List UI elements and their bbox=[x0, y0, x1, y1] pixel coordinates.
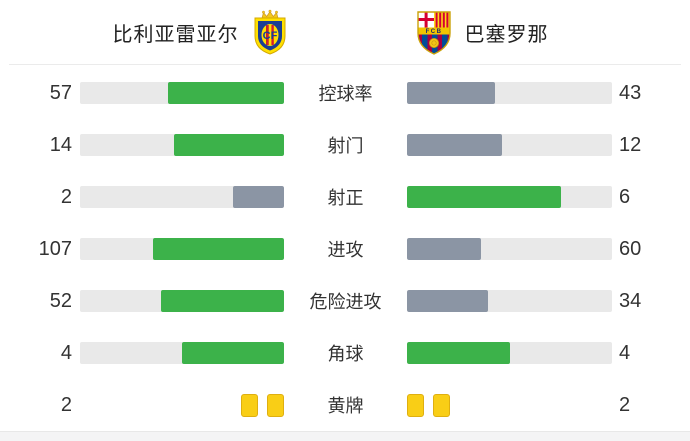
home-yellow-cards bbox=[80, 393, 284, 417]
away-bar-fill bbox=[407, 290, 488, 312]
header-divider bbox=[9, 64, 681, 65]
home-stat-bar bbox=[80, 342, 284, 364]
away-stat-bar bbox=[407, 82, 612, 104]
away-value: 12 bbox=[619, 133, 642, 156]
svg-text:CF: CF bbox=[262, 30, 277, 42]
stat-label: 射门 bbox=[327, 136, 364, 156]
stat-row-危险进攻: 52 危险进攻 34 bbox=[0, 275, 690, 327]
home-stat-bar bbox=[80, 290, 284, 312]
stat-row-射正: 2 射正 6 bbox=[0, 171, 690, 223]
away-bar-fill bbox=[407, 238, 481, 260]
villarreal-crest-icon: CF bbox=[251, 9, 289, 55]
home-bar-fill bbox=[167, 82, 284, 104]
away-stat-bar bbox=[407, 290, 612, 312]
away-stat-bar bbox=[407, 342, 612, 364]
away-stat-bar bbox=[407, 238, 612, 260]
away-bar-fill bbox=[407, 134, 502, 156]
away-value: 34 bbox=[619, 289, 642, 312]
home-bar-fill bbox=[233, 186, 284, 208]
away-yellow-cards bbox=[407, 393, 612, 417]
away-value: 43 bbox=[619, 81, 642, 104]
home-value: 2 bbox=[60, 185, 72, 208]
yellow-card-icon bbox=[267, 393, 284, 417]
stats-list: 57 控球率 43 14 射门 12 2 射正 6 107 进攻 60 52 危险进攻 34 4 角球 4 2 黄牌 2 bbox=[0, 65, 690, 431]
away-value: 4 bbox=[619, 341, 631, 364]
stat-row-控球率: 57 控球率 43 bbox=[0, 67, 690, 119]
home-bar-fill bbox=[160, 290, 284, 312]
stat-label: 角球 bbox=[327, 344, 364, 364]
home-stat-bar bbox=[80, 186, 284, 208]
stat-label: 进攻 bbox=[327, 240, 364, 260]
stat-label: 射正 bbox=[327, 188, 364, 208]
stat-row-射门: 14 射门 12 bbox=[0, 119, 690, 171]
home-value: 52 bbox=[49, 289, 72, 312]
stat-row-进攻: 107 进攻 60 bbox=[0, 223, 690, 275]
away-value: 6 bbox=[619, 185, 631, 208]
home-bar-fill bbox=[174, 134, 284, 156]
away-bar-fill bbox=[407, 186, 561, 208]
home-bar-fill bbox=[153, 238, 284, 260]
home-value: 2 bbox=[60, 393, 72, 416]
stat-row-黄牌: 2 黄牌 2 bbox=[0, 379, 690, 431]
team-away-name: 巴塞罗那 bbox=[464, 23, 549, 46]
away-stat-bar bbox=[407, 186, 612, 208]
stat-row-角球: 4 角球 4 bbox=[0, 327, 690, 379]
team-home: 比利亚雷亚尔 CF bbox=[0, 0, 345, 64]
team-home-name: 比利亚雷亚尔 bbox=[112, 23, 239, 46]
home-stat-bar bbox=[80, 82, 284, 104]
away-stat-bar bbox=[407, 134, 612, 156]
home-stat-bar bbox=[80, 134, 284, 156]
away-value: 60 bbox=[619, 237, 642, 260]
team-away: FCB 巴塞罗那 bbox=[345, 0, 690, 64]
yellow-card-icon bbox=[407, 393, 424, 417]
away-bar-fill bbox=[407, 342, 510, 364]
home-stat-bar bbox=[80, 238, 284, 260]
stat-label: 危险进攻 bbox=[309, 292, 382, 312]
barcelona-crest-icon: FCB bbox=[415, 9, 453, 56]
away-bar-fill bbox=[407, 82, 496, 104]
svg-text:FCB: FCB bbox=[425, 29, 442, 35]
match-header: 比利亚雷亚尔 CF bbox=[0, 0, 690, 64]
home-value: 107 bbox=[38, 237, 72, 260]
home-value: 57 bbox=[49, 81, 72, 104]
yellow-card-icon bbox=[241, 393, 258, 417]
away-value: 2 bbox=[619, 393, 631, 416]
yellow-card-icon bbox=[433, 393, 450, 417]
stat-label: 黄牌 bbox=[327, 396, 364, 416]
home-value: 14 bbox=[49, 133, 72, 156]
stat-label: 控球率 bbox=[318, 84, 373, 104]
home-bar-fill bbox=[182, 342, 284, 364]
home-value: 4 bbox=[60, 341, 72, 364]
bottom-section-divider bbox=[0, 431, 690, 441]
